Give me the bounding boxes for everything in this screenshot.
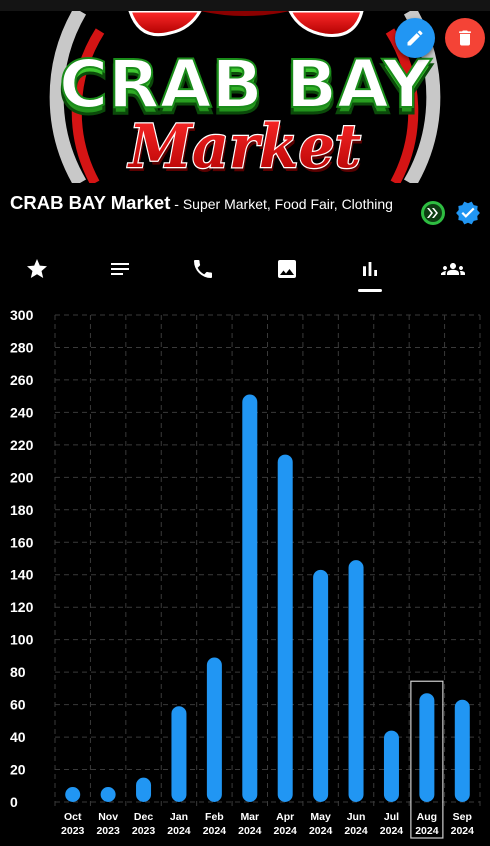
store-categories: - Super Market, Food Fair, Clothing [170, 196, 393, 212]
y-tick-label: 300 [10, 307, 34, 323]
logo-line1: CRAB BAY [59, 46, 432, 123]
x-tick-label: 2023 [96, 825, 120, 837]
y-tick-label: 140 [10, 567, 34, 583]
hive-badge[interactable] [420, 200, 446, 226]
bar [348, 560, 364, 802]
y-tick-label: 240 [10, 404, 34, 420]
tab-reviews[interactable] [7, 248, 67, 290]
trash-icon [459, 30, 471, 46]
x-tick-label: 2024 [344, 825, 368, 837]
y-tick-label: 20 [10, 762, 26, 778]
logo-line2-shadow: Market [129, 116, 363, 183]
y-tick-label: 280 [10, 339, 34, 355]
edit-button[interactable] [395, 18, 435, 58]
store-title: CRAB BAY Market [10, 192, 171, 213]
x-tick-label: Jul [384, 811, 399, 823]
x-tick-label: 2023 [132, 825, 156, 837]
x-tick-label: Jan [170, 811, 188, 823]
active-tab-indicator [358, 289, 382, 292]
y-tick-label: 160 [10, 534, 34, 550]
x-tick-label: Sep [453, 811, 472, 823]
description-icon [111, 263, 129, 275]
tab-description[interactable] [90, 248, 150, 290]
bar [171, 706, 187, 802]
x-tick-label: Oct [64, 811, 82, 823]
verified-badge [455, 200, 481, 226]
bar [277, 454, 293, 802]
store-tabs [0, 248, 490, 296]
x-tick-label: 2024 [167, 825, 191, 837]
delete-button[interactable] [445, 18, 485, 58]
x-tick-label: Nov [98, 811, 118, 823]
bar [313, 569, 329, 802]
x-tick-label: Apr [276, 811, 294, 823]
bar [65, 787, 81, 802]
bar [454, 699, 470, 802]
y-tick-label: 120 [10, 599, 34, 615]
x-tick-label: 2024 [451, 825, 475, 837]
logo-line2: Market [127, 112, 361, 182]
store-header: CRAB BAY Market - Super Market, Food Fai… [10, 192, 405, 215]
y-tick-label: 100 [10, 632, 34, 648]
y-tick-label: 60 [10, 697, 26, 713]
y-tick-label: 180 [10, 502, 34, 518]
y-tick-label: 200 [10, 469, 34, 485]
x-tick-label: 2024 [203, 825, 227, 837]
star-icon [27, 259, 47, 278]
x-tick-label: Feb [205, 811, 224, 823]
crab-bay-logo: CRAB BAY CRAB BAY Market Market [49, 11, 441, 183]
x-tick-label: May [310, 811, 331, 823]
tab-contact[interactable] [173, 248, 233, 290]
verified-icon [456, 201, 480, 225]
x-tick-label: 2024 [309, 825, 333, 837]
bar [419, 693, 435, 802]
visits-bar-chart: 0 20 40 60 80 100 120 140 160 180 200 220 240 260 280 3… [10, 307, 481, 839]
bar [383, 730, 399, 802]
y-tick-label: 220 [10, 437, 34, 453]
phone-icon [194, 260, 212, 278]
x-tick-label: 2024 [238, 825, 262, 837]
status-bar [0, 0, 490, 11]
bar [242, 394, 258, 802]
bar-chart-icon [363, 262, 377, 276]
x-tick-label: 2023 [61, 825, 85, 837]
highlight-box [410, 680, 444, 839]
x-tick-label: Aug [417, 811, 437, 823]
y-tick-label: 80 [10, 664, 26, 680]
y-tick-label: 40 [10, 729, 26, 745]
pencil-icon [407, 30, 423, 46]
tab-members[interactable] [423, 248, 483, 290]
x-tick-label: Mar [240, 811, 259, 823]
x-tick-label: Jun [347, 811, 366, 823]
bar [136, 777, 152, 802]
y-tick-label: 260 [10, 372, 34, 388]
x-tick-label: 2024 [415, 825, 439, 837]
group-icon [441, 263, 465, 275]
bar [100, 787, 116, 802]
hive-icon [421, 201, 445, 225]
logo-line1-shadow: CRAB BAY [59, 52, 432, 129]
x-tick-label: 2024 [380, 825, 404, 837]
tab-gallery[interactable] [257, 248, 317, 290]
bar [206, 657, 222, 802]
image-icon [278, 260, 296, 278]
y-tick-label: 0 [10, 794, 18, 810]
tab-statistics[interactable] [340, 248, 400, 290]
store-banner: CRAB BAY CRAB BAY Market Market [40, 11, 450, 183]
x-tick-label: 2024 [274, 825, 298, 837]
x-tick-label: Dec [134, 811, 153, 823]
